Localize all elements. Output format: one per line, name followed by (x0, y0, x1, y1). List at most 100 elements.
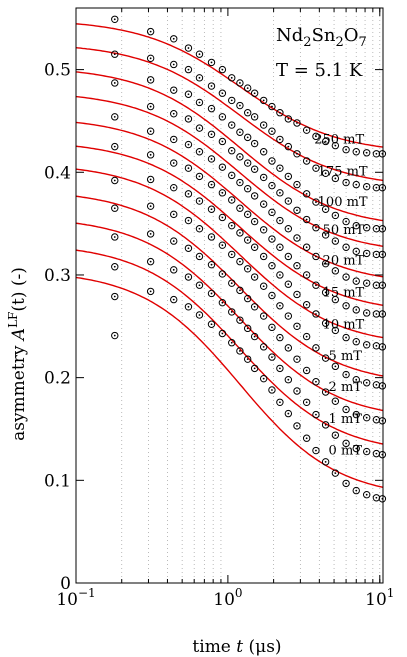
data-point-center (365, 151, 368, 154)
data-point (236, 286, 244, 295)
data-point-center (315, 167, 317, 170)
data-point (195, 172, 204, 181)
x-tick-label: 10−1 (56, 586, 95, 610)
data-point-center (305, 369, 308, 372)
data-point-center (279, 167, 281, 170)
data-point (321, 388, 330, 396)
data-point-center (315, 226, 317, 229)
data-point (293, 422, 301, 430)
data-point (276, 364, 284, 373)
data-point (111, 331, 119, 340)
data-point-center (355, 378, 358, 381)
data-point-center (324, 423, 327, 426)
data-point (378, 382, 387, 390)
data-point-center (198, 284, 201, 287)
data-point-center (149, 130, 152, 133)
data-point-center (262, 99, 265, 102)
data-point (195, 98, 204, 107)
fit-curve (75, 121, 384, 278)
data-point (170, 210, 178, 219)
data-point (312, 224, 320, 232)
data-point (218, 113, 227, 121)
data-point-center (113, 207, 116, 210)
data-point (111, 233, 119, 241)
data-point (352, 277, 360, 285)
data-point (170, 60, 178, 69)
field-label: 5 mT (329, 349, 363, 364)
data-point (259, 121, 268, 129)
data-point (243, 265, 252, 273)
data-point (111, 142, 119, 151)
data-point (378, 183, 387, 192)
data-point-center (239, 181, 241, 184)
data-point-center (271, 184, 273, 187)
data-point (331, 362, 340, 371)
data-point-center (113, 145, 116, 148)
data-point (293, 355, 301, 363)
data-point (218, 163, 227, 171)
data-point (302, 215, 311, 224)
data-point-center (375, 284, 378, 287)
y-tick-label: 0.4 (44, 163, 71, 183)
data-point (243, 185, 252, 193)
data-point (195, 74, 204, 82)
data-point (146, 230, 155, 238)
data-point-center (375, 152, 378, 155)
data-point (276, 135, 284, 144)
data-point (331, 267, 340, 275)
data-point-center (305, 437, 308, 440)
data-point-center (239, 207, 241, 210)
fit-curve (75, 276, 384, 488)
data-point (302, 190, 311, 198)
data-point-center (239, 260, 241, 263)
data-point-center (210, 292, 213, 295)
x-tick-label: 101 (365, 586, 394, 610)
data-point-center (305, 335, 308, 338)
data-point (331, 141, 340, 150)
data-point-center (375, 313, 378, 315)
data-point-center (271, 294, 273, 297)
data-point (293, 262, 301, 270)
data-point (312, 310, 320, 318)
data-point-center (198, 53, 201, 56)
data-point (268, 102, 276, 111)
data-point (195, 225, 204, 233)
field-label: 250 mT (314, 133, 364, 148)
data-point-center (279, 219, 281, 222)
data-point-center (365, 450, 368, 453)
data-point-center (187, 247, 190, 250)
data-point (378, 250, 387, 259)
data-point (111, 79, 119, 87)
data-point (207, 233, 216, 241)
data-point (362, 279, 371, 287)
data-point (111, 176, 119, 185)
data-point-center (334, 240, 337, 242)
data-point (312, 252, 320, 261)
data-point-center (262, 315, 265, 317)
data-point-center (221, 332, 224, 335)
data-point-center (296, 209, 298, 212)
data-point (243, 324, 252, 333)
data-point-center (246, 162, 249, 164)
data-point-center (315, 413, 317, 416)
data-point (342, 333, 350, 342)
data-point (146, 102, 155, 111)
field-label: 50 mT (323, 223, 365, 238)
data-point (302, 398, 311, 406)
data-point-center (296, 325, 298, 328)
data-point-center (345, 408, 347, 411)
data-point (321, 137, 330, 146)
data-point (302, 332, 311, 341)
data-point (236, 257, 244, 266)
data-point-center (375, 496, 378, 499)
data-point-center (221, 301, 224, 304)
data-point-center (198, 101, 201, 104)
data-point-center (296, 358, 298, 361)
data-point (250, 303, 259, 311)
data-point-center (253, 220, 256, 223)
data-point (228, 121, 236, 129)
data-point-center (246, 213, 249, 216)
data-point (268, 386, 276, 394)
data-point-center (345, 373, 347, 376)
data-point-center (246, 136, 249, 139)
